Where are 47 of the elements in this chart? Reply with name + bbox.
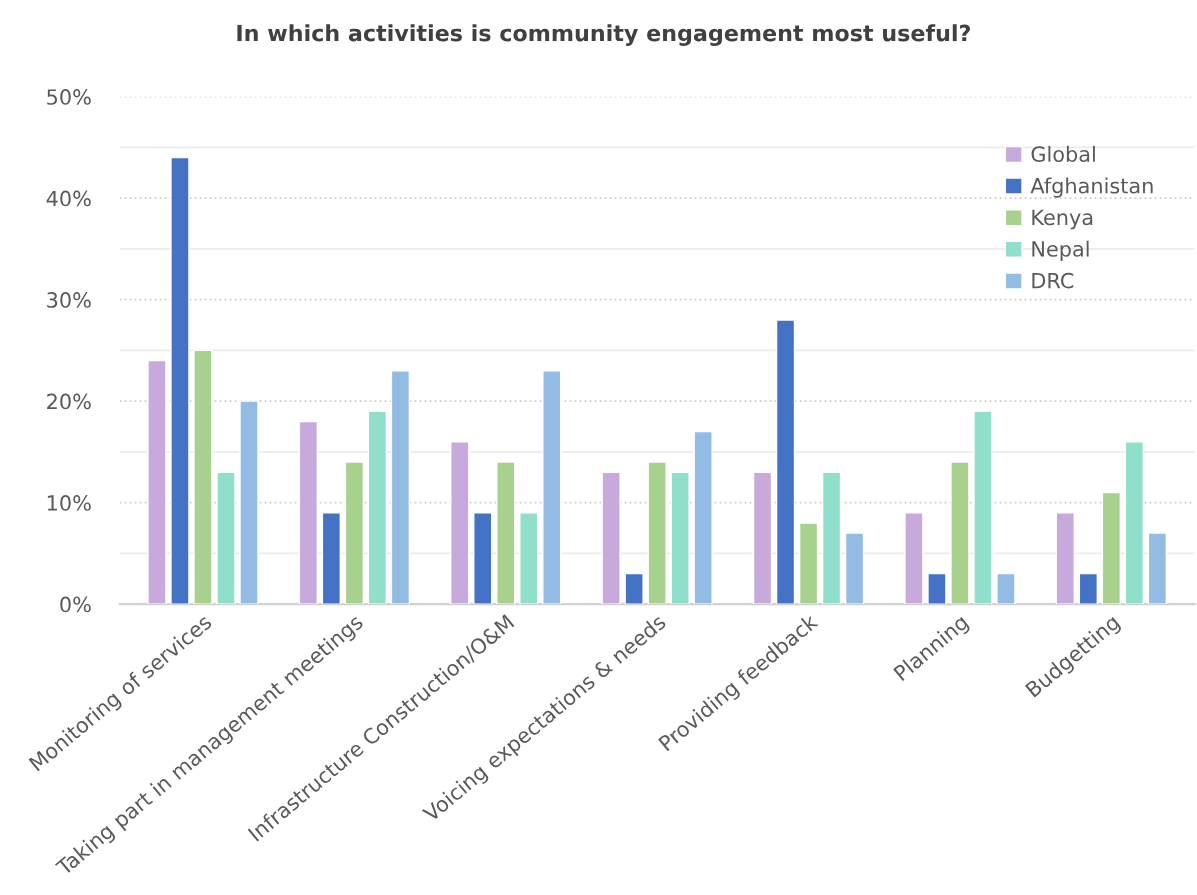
bar xyxy=(450,441,470,605)
bar xyxy=(496,461,516,605)
bar xyxy=(542,369,562,605)
y-tick-label: 20% xyxy=(47,393,91,410)
legend-label: Nepal xyxy=(1032,240,1089,261)
bar xyxy=(1147,532,1168,605)
bar xyxy=(298,420,319,605)
legend-label: Global xyxy=(1031,145,1095,162)
bar xyxy=(519,512,539,605)
y-tick-label: 30% xyxy=(47,292,91,308)
bar xyxy=(821,471,842,605)
bar xyxy=(798,522,819,605)
y-tick-label: 0% xyxy=(60,596,91,613)
bar xyxy=(367,410,388,605)
bar xyxy=(239,400,259,605)
legend-label: Kenya xyxy=(1032,209,1093,230)
y-tick-label: 50% xyxy=(47,89,91,105)
bar xyxy=(170,156,190,605)
bar xyxy=(752,471,773,605)
bar xyxy=(321,512,342,605)
legend-label: DRC xyxy=(1032,272,1074,289)
bar xyxy=(344,461,365,605)
chart-title: In which activities is community engagement most useful? xyxy=(237,24,970,46)
y-tick-label: 10% xyxy=(47,495,91,511)
legend-label: Afghanistan xyxy=(1030,177,1153,198)
bar xyxy=(624,572,644,605)
bar xyxy=(1101,491,1122,605)
bar xyxy=(950,461,970,605)
bar xyxy=(775,319,796,605)
bar xyxy=(693,430,713,605)
bar xyxy=(1124,441,1145,605)
bar xyxy=(904,512,924,605)
bar xyxy=(996,572,1016,605)
bar xyxy=(216,471,236,605)
bar xyxy=(1078,572,1098,605)
bar xyxy=(601,471,621,605)
bar xyxy=(473,512,493,605)
bar xyxy=(1055,512,1075,605)
bar xyxy=(844,532,865,605)
bar xyxy=(647,461,667,605)
bar xyxy=(927,572,947,605)
y-tick-label: 40% xyxy=(46,190,91,207)
bar xyxy=(193,349,213,605)
bar xyxy=(147,359,167,605)
bar xyxy=(390,369,411,605)
bar xyxy=(973,410,993,605)
bar xyxy=(670,471,690,605)
